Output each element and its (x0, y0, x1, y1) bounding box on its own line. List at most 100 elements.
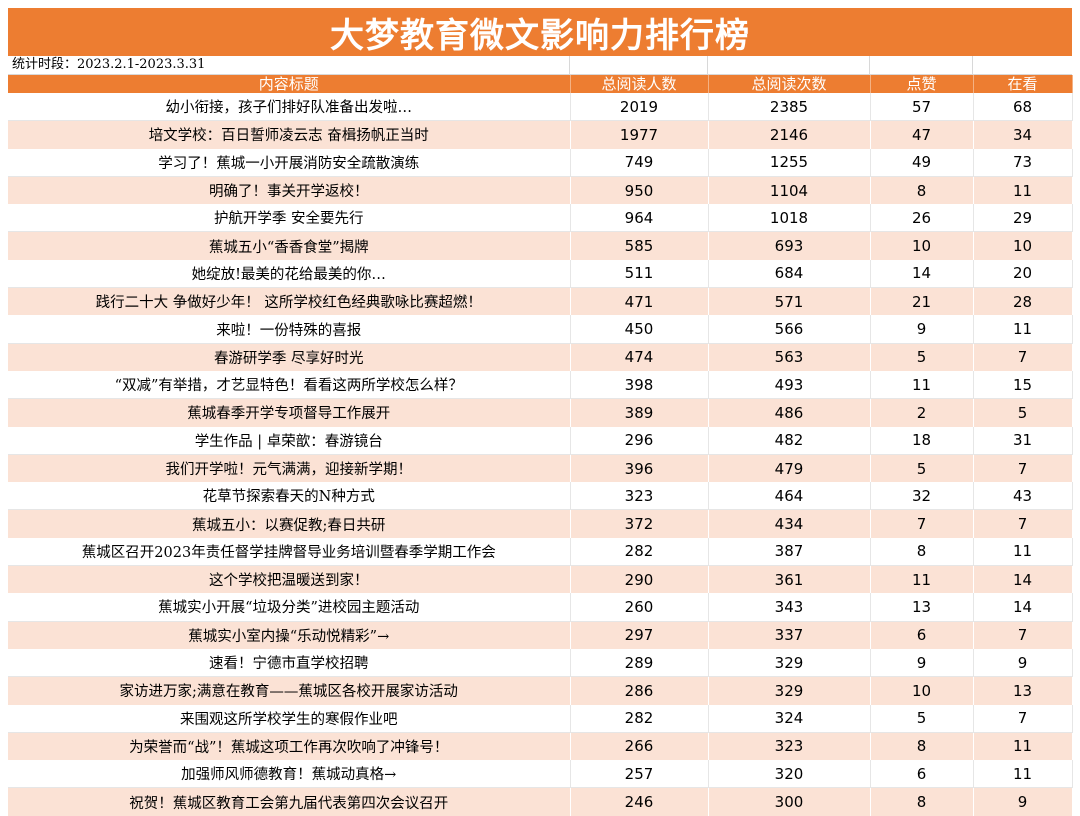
header-readers: 总阅读人数 (570, 75, 709, 93)
cell-readers: 289 (570, 648, 709, 678)
cell-reads: 486 (708, 398, 871, 427)
table-row: 蕉城实小开展“垃圾分类”进校园主题活动 260 343 13 14 (8, 593, 1073, 622)
cell-readers: 389 (570, 398, 709, 427)
cell-likes: 2 (870, 398, 974, 427)
cell-reads: 684 (708, 259, 871, 289)
cell-title: 蕉城五小：以赛促教;春日共研 (8, 509, 571, 538)
cell-likes: 26 (870, 204, 974, 233)
table-row: “双减”有举措，才艺显特色！看看这两所学校怎么样？ 398 493 11 15 (8, 370, 1073, 400)
cell-readers: 950 (570, 176, 709, 205)
cell-watching: 11 (973, 315, 1073, 344)
header-row: 内容标题 总阅读人数 总阅读次数 点赞 在看 (8, 75, 1073, 93)
cell-title: 明确了！事关开学返校！ (8, 176, 571, 205)
header-watching: 在看 (973, 75, 1073, 93)
table-row: 明确了！事关开学返校！ 950 1104 8 11 (8, 176, 1073, 205)
cell-title: “双减”有举措，才艺显特色！看看这两所学校怎么样？ (8, 370, 571, 400)
cell-reads: 361 (708, 565, 871, 594)
cell-title: 我们开学啦！元气满满，迎接新学期！ (8, 454, 571, 483)
table-row: 家访进万家;满意在教育——蕉城区各校开展家访活动 286 329 10 13 (8, 676, 1073, 705)
cell-watching: 29 (973, 204, 1073, 233)
cell-reads: 324 (708, 704, 871, 733)
cell-title: 速看！宁德市直学校招聘 (8, 648, 571, 678)
cell-readers: 296 (570, 426, 709, 455)
cell-watching: 9 (973, 787, 1073, 816)
cell-likes: 8 (870, 732, 974, 761)
cell-readers: 260 (570, 593, 709, 622)
cell-title: 学习了！蕉城一小开展消防安全疏散演练 (8, 148, 571, 177)
cell-likes: 5 (870, 343, 974, 371)
cell-reads: 2385 (708, 93, 871, 122)
cell-likes: 47 (870, 120, 974, 149)
cell-reads: 2146 (708, 120, 871, 149)
table-row: 幼小衔接，孩子们排好队准备出发啦… 2019 2385 57 68 (8, 93, 1073, 122)
cell-readers: 282 (570, 704, 709, 733)
table-row: 学生作品 | 卓荣歆：春游镜台 296 482 18 31 (8, 426, 1073, 455)
cell-readers: 246 (570, 787, 709, 816)
cell-reads: 493 (708, 370, 871, 400)
cell-title: 加强师风师德教育！蕉城动真格→ (8, 760, 571, 789)
cell-likes: 8 (870, 787, 974, 816)
cell-likes: 49 (870, 148, 974, 177)
cell-reads: 387 (708, 537, 871, 567)
page-title: 大梦教育微文影响力排行榜 (8, 8, 1072, 56)
cell-title: 幼小衔接，孩子们排好队准备出发啦… (8, 93, 571, 122)
cell-readers: 585 (570, 231, 709, 260)
cell-likes: 11 (870, 370, 974, 400)
cell-title: 花草节探索春天的N种方式 (8, 482, 571, 511)
table-row: 我们开学啦！元气满满，迎接新学期！ 396 479 5 7 (8, 454, 1073, 483)
cell-readers: 266 (570, 732, 709, 761)
cell-title: 培文学校：百日誓师凌云志 奋楫扬帆正当时 (8, 120, 571, 149)
cell-likes: 9 (870, 315, 974, 344)
cell-likes: 9 (870, 648, 974, 678)
cell-watching: 11 (973, 537, 1073, 567)
table-row: 来围观这所学校学生的寒假作业吧 282 324 5 7 (8, 704, 1073, 733)
cell-reads: 563 (708, 343, 871, 371)
cell-watching: 5 (973, 398, 1073, 427)
table-row: 蕉城五小：以赛促教;春日共研 372 434 7 7 (8, 509, 1073, 538)
cell-likes: 8 (870, 176, 974, 205)
cell-watching: 11 (973, 760, 1073, 789)
cell-likes: 6 (870, 621, 974, 649)
table-body: 幼小衔接，孩子们排好队准备出发啦… 2019 2385 57 68 培文学校：百日誓师凌云… (8, 93, 1073, 816)
cell-watching: 11 (973, 176, 1073, 205)
table-row: 践行二十大 争做好少年！ 这所学校红色经典歌咏比赛超燃！ 471 571 21 28 (8, 287, 1073, 316)
table-row: 蕉城五小“香香食堂”揭牌 585 693 10 10 (8, 231, 1073, 260)
cell-watching: 14 (973, 565, 1073, 594)
cell-readers: 398 (570, 370, 709, 400)
cell-likes: 14 (870, 259, 974, 289)
cell-watching: 11 (973, 732, 1073, 761)
cell-readers: 450 (570, 315, 709, 344)
table-row: 祝贺！蕉城区教育工会第九届代表第四次会议召开 246 300 8 9 (8, 787, 1073, 816)
cell-readers: 282 (570, 537, 709, 567)
cell-title: 为荣誉而“战”！蕉城这项工作再次吹响了冲锋号！ (8, 732, 571, 761)
cell-readers: 286 (570, 676, 709, 705)
cell-likes: 5 (870, 454, 974, 483)
cell-watching: 7 (973, 621, 1073, 649)
cell-likes: 8 (870, 537, 974, 567)
cell-reads: 1255 (708, 148, 871, 177)
cell-reads: 479 (708, 454, 871, 483)
cell-readers: 257 (570, 760, 709, 789)
cell-watching: 7 (973, 509, 1073, 538)
cell-readers: 323 (570, 482, 709, 511)
cell-likes: 32 (870, 482, 974, 511)
cell-title: 蕉城实小室内操“乐动悦精彩”→ (8, 621, 571, 649)
cell-readers: 471 (570, 287, 709, 316)
table-row: 护航开学季 安全要先行 964 1018 26 29 (8, 204, 1073, 233)
cell-watching: 7 (973, 704, 1073, 733)
table-row: 速看！宁德市直学校招聘 289 329 9 9 (8, 648, 1073, 678)
cell-likes: 18 (870, 426, 974, 455)
cell-likes: 11 (870, 565, 974, 594)
cell-divider (972, 56, 973, 74)
cell-readers: 297 (570, 621, 709, 649)
cell-readers: 1977 (570, 120, 709, 149)
cell-likes: 6 (870, 760, 974, 789)
table-row: 这个学校把温暖送到家！ 290 361 11 14 (8, 565, 1073, 594)
cell-title: 祝贺！蕉城区教育工会第九届代表第四次会议召开 (8, 787, 571, 816)
ranking-table: 内容标题 总阅读人数 总阅读次数 点赞 在看 幼小衔接，孩子们排好队准备出发啦…… (8, 75, 1073, 816)
header-title: 内容标题 (8, 75, 571, 93)
table-row: 她绽放!最美的花给最美的你… 511 684 14 20 (8, 259, 1073, 289)
cell-divider (569, 56, 570, 74)
cell-reads: 1104 (708, 176, 871, 205)
period-row: 统计时段：2023.2.1-2023.3.31 (8, 56, 1072, 75)
